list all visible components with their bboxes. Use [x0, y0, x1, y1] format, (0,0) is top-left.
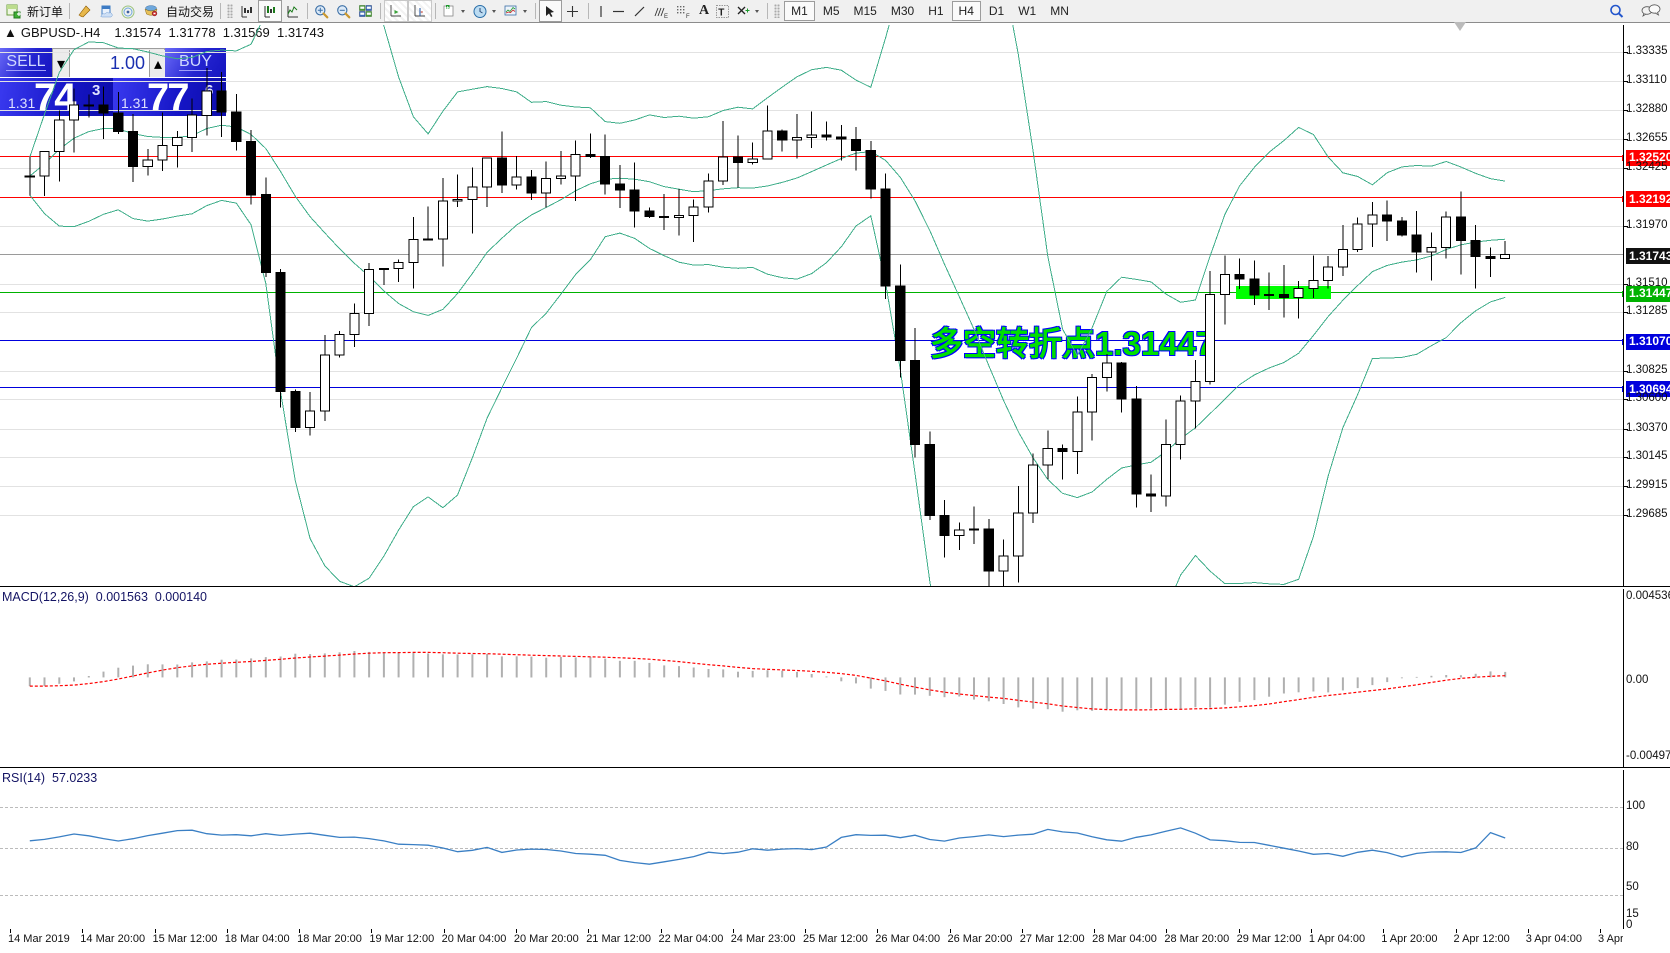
svg-text:E: E: [664, 14, 668, 19]
svg-text:T: T: [718, 7, 724, 18]
svg-text:F: F: [686, 14, 690, 19]
